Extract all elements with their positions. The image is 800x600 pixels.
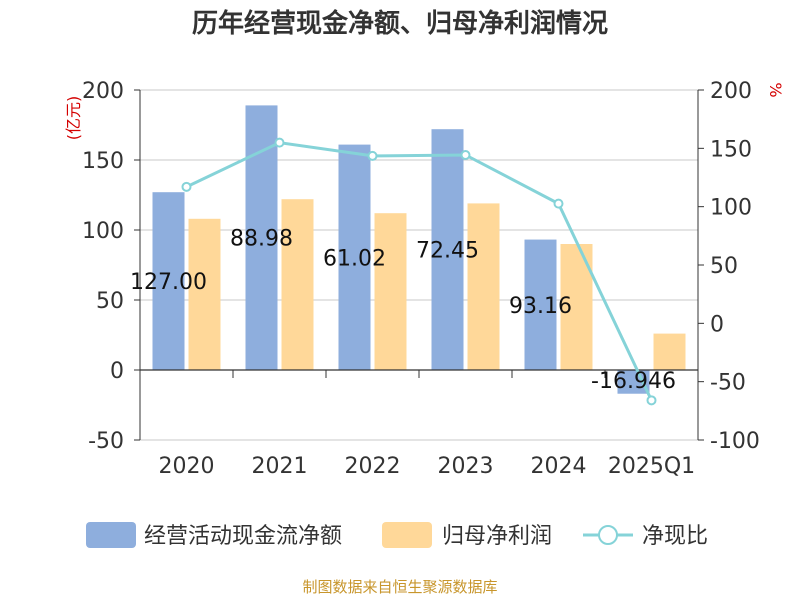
right-axis-unit: % [766, 82, 785, 97]
net-profit-bar [467, 203, 500, 370]
x-tick-label: 2020 [159, 454, 215, 479]
left-tick-label: 200 [82, 79, 124, 104]
source-note: 制图数据来自恒生聚源数据库 [302, 578, 497, 596]
cashflow-bar [152, 192, 185, 370]
data-labels: 127.00 88.98 61.02 72.45 93.16 -16.946 [130, 227, 676, 394]
x-tick-label: 2024 [531, 454, 587, 479]
cashflow-bar [338, 144, 371, 370]
right-tick-label: 100 [710, 196, 752, 221]
chart-title: 历年经营现金净额、归母净利润情况 [192, 8, 608, 39]
legend-label-ratio: 净现比 [642, 524, 708, 549]
left-tick-label: 0 [110, 359, 124, 384]
legend: 经营活动现金流净额 归母净利润 净现比 [86, 522, 708, 549]
cashflow-bar [431, 129, 464, 370]
legend-swatch-cashflow [86, 522, 136, 548]
legend-marker-ratio [598, 525, 618, 545]
tick-labels: 200 150 100 50 0 -50 200 150 100 50 0 -50 -100 2020 20… [82, 79, 760, 479]
left-axis-unit: (亿元) [64, 96, 83, 141]
left-tick-label: 100 [82, 219, 124, 244]
right-tick-label: 200 [710, 79, 752, 104]
data-label: 88.98 [230, 227, 293, 252]
left-tick-label: 50 [96, 289, 124, 314]
legend-swatch-net-profit [382, 522, 432, 548]
bars [152, 105, 686, 394]
ratio-point [646, 395, 657, 406]
cashflow-bar [245, 105, 278, 371]
net-profit-bar [188, 218, 221, 370]
right-tick-label: 150 [710, 137, 752, 162]
ratio-point [367, 150, 378, 161]
x-tick-label: 2022 [345, 454, 401, 479]
ratio-point [460, 149, 471, 160]
legend-label-cashflow: 经营活动现金流净额 [144, 524, 342, 549]
x-tick-label: 2021 [252, 454, 308, 479]
net-profit-bar [653, 333, 686, 370]
x-tick-label: 2025Q1 [608, 454, 695, 479]
ratio-line [181, 137, 657, 406]
right-tick-label: -100 [710, 429, 760, 454]
right-tick-label: 50 [710, 254, 738, 279]
left-tick-label: -50 [88, 429, 124, 454]
ratio-point [274, 137, 285, 148]
net-profit-bar [281, 199, 314, 370]
data-label: 61.02 [323, 246, 386, 271]
ratio-point [181, 181, 192, 192]
right-tick-label: 0 [710, 312, 724, 337]
data-label: -16.946 [591, 369, 676, 394]
ratio-point [553, 198, 564, 209]
cashflow-bar [524, 239, 557, 370]
data-label: 93.16 [509, 294, 572, 319]
net-profit-bar [374, 213, 407, 370]
ratio-line-path [185, 141, 653, 401]
data-label: 127.00 [130, 270, 207, 295]
right-tick-label: -50 [710, 371, 746, 396]
axes [134, 89, 704, 441]
x-tick-label: 2023 [438, 454, 494, 479]
data-label: 72.45 [416, 239, 479, 264]
left-tick-label: 150 [82, 149, 124, 174]
legend-label-net-profit: 归母净利润 [442, 524, 552, 549]
